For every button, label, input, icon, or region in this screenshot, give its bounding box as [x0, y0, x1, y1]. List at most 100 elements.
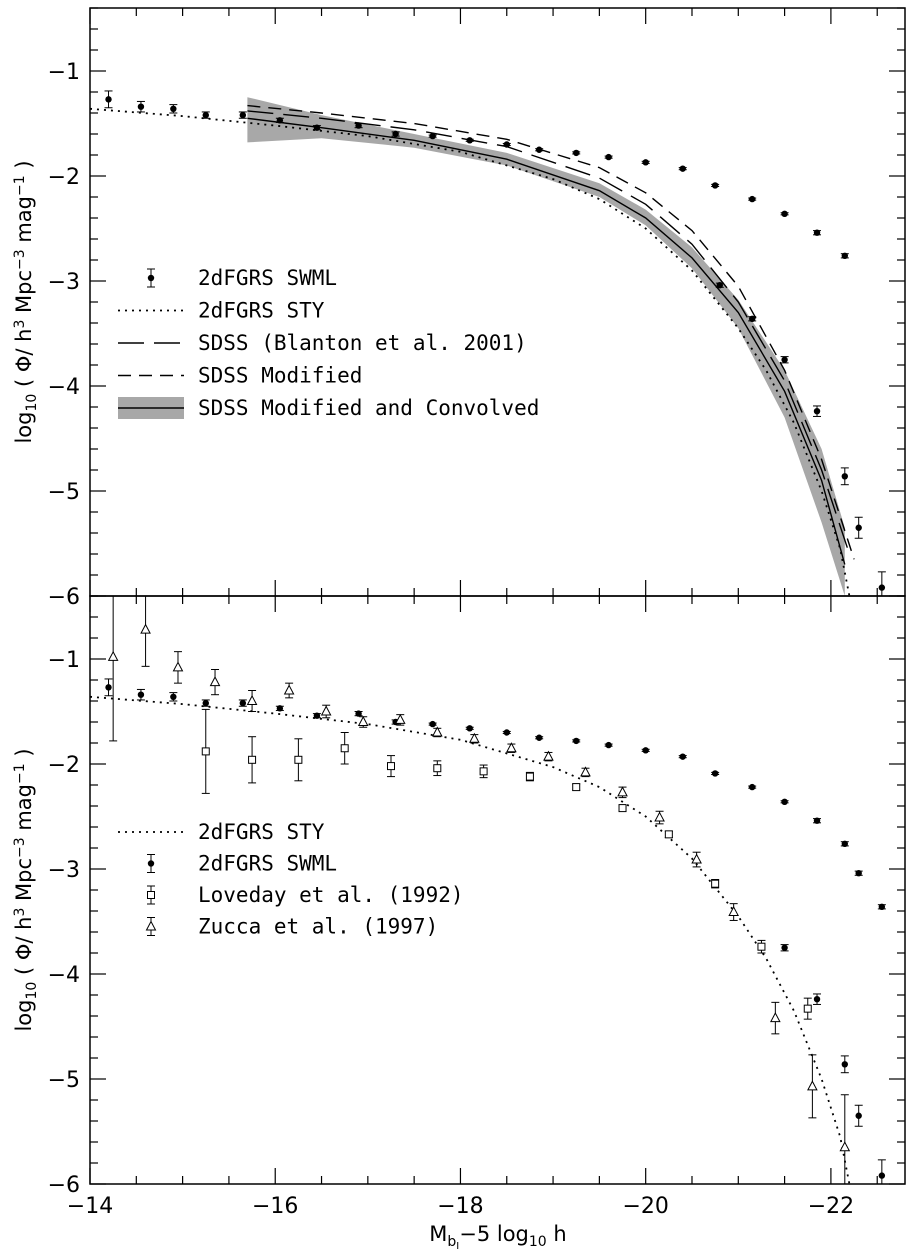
data-point-zucca [107, 650, 119, 661]
y-tick-label: −4 [48, 963, 80, 988]
y-tick-label: −5 [48, 1068, 80, 1093]
data-point-swml [716, 282, 723, 289]
data-point-zucca [691, 853, 702, 864]
data-point-loveday [201, 747, 210, 756]
data-point-swml [748, 315, 756, 322]
data-point-swml [605, 153, 612, 161]
data-point-zucca [357, 715, 369, 726]
legend: 2dFGRS SWML 2dFGRS STY SDSS (Blanton et al… [118, 266, 539, 420]
y-tick-label: −6 [48, 1173, 80, 1198]
x-tick-label: −20 [622, 1194, 668, 1219]
y-tick-label: −5 [48, 480, 80, 505]
legend: 2dFGRS STY 2dFGRS SWML Loveday et al. (199… [118, 820, 464, 939]
data-point-swml [573, 737, 580, 745]
data-point-swml [573, 149, 580, 157]
data-point-zucca [580, 766, 591, 777]
data-point-loveday [803, 1004, 812, 1013]
data-point-swml [466, 137, 473, 144]
y-tick-label: −1 [48, 648, 80, 673]
data-point-loveday [757, 942, 766, 951]
data-point-swml [855, 1112, 862, 1119]
legend-swatch [147, 891, 155, 899]
data-point-loveday [525, 772, 534, 781]
data-point-loveday [340, 744, 349, 753]
x-tick-label: −22 [808, 1194, 854, 1219]
data-point-loveday [248, 755, 257, 764]
data-point-zucca [320, 705, 332, 716]
data-point-zucca [654, 811, 665, 822]
data-point-swml [855, 524, 862, 531]
y-tick-label: −3 [48, 270, 80, 295]
y-tick-label: −2 [48, 165, 80, 190]
data-point-swml [781, 798, 788, 805]
data-point-zucca [807, 1080, 818, 1091]
data-point-zucca [617, 786, 628, 797]
data-point-zucca [209, 676, 221, 687]
data-point-loveday [664, 830, 673, 839]
legend-label: Zucca et al. (1997) [198, 915, 438, 939]
data-point-zucca [394, 713, 406, 724]
data-point-loveday [618, 804, 627, 813]
data-point-swml [239, 111, 247, 119]
data-point-loveday [386, 762, 395, 771]
legend-label: 2dFGRS SWML [198, 266, 337, 290]
data-point-swml [355, 710, 362, 717]
data-point-swml [202, 111, 209, 119]
legend-swatch [147, 274, 155, 282]
data-point-swml [429, 720, 436, 728]
data-point-swml [781, 356, 788, 363]
data-point-swml [276, 705, 284, 712]
data-point-swml [605, 741, 612, 749]
data-point-swml [503, 141, 510, 148]
y-tick-label: −6 [48, 585, 80, 610]
y-tick-label: −2 [48, 753, 80, 778]
data-point-swml [466, 725, 473, 732]
data-point-swml [642, 159, 649, 166]
data-point-loveday [572, 783, 581, 792]
data-point-swml [855, 870, 862, 877]
data-point-swml [878, 903, 886, 910]
y-axis-label: log10 ( Φ/ h3 Mpc−3 mag−1 ) [12, 160, 40, 443]
data-point-loveday [433, 764, 442, 773]
line-dotted [90, 695, 851, 1184]
data-point-swml [429, 132, 436, 140]
data-point-swml [813, 408, 821, 415]
data-point-swml [503, 729, 510, 736]
data-point-swml [841, 252, 849, 259]
data-point-swml [313, 712, 321, 719]
data-point-swml [105, 96, 112, 103]
data-point-zucca [728, 905, 739, 917]
x-axis-label: MbJ−5 log10 h [429, 1222, 566, 1249]
data-point-swml [813, 817, 821, 824]
legend-label: Loveday et al. (1992) [198, 883, 464, 907]
data-point-swml [748, 195, 756, 203]
data-point-swml [392, 130, 399, 138]
plot-area [90, 596, 886, 1184]
data-point-zucca [431, 726, 443, 737]
data-point-swml [642, 747, 649, 754]
data-point-swml [878, 1172, 886, 1179]
data-point-swml [813, 996, 821, 1003]
data-point-zucca [506, 742, 517, 753]
data-point-swml [276, 117, 284, 124]
legend-label: SDSS Modified [198, 364, 362, 388]
axis-labels: −14 −16 −18 −20 −22 MbJ−5 log10 h [67, 1194, 854, 1249]
legend-label: SDSS (Blanton et al. 2001) [198, 331, 527, 355]
top-panel: −1 −2 −3 −4 −5 −6 2dFGRS SWML 2dFGRS STY SDSS (B… [12, 7, 906, 610]
data-point-swml [841, 1061, 849, 1068]
y-tick-label: −3 [48, 858, 80, 883]
line-long-dash [247, 110, 851, 555]
data-point-swml [781, 944, 788, 951]
data-point-swml [137, 691, 145, 698]
data-point-loveday [479, 767, 488, 776]
legend-label: 2dFGRS STY [198, 299, 325, 323]
data-point-swml [813, 229, 821, 236]
data-point-swml [781, 210, 788, 217]
legend-swatch [145, 920, 157, 931]
data-point-swml [105, 684, 112, 691]
line-solid [247, 117, 846, 565]
data-point-swml [878, 584, 886, 591]
data-point-zucca [172, 661, 184, 672]
plot-area [90, 90, 886, 596]
